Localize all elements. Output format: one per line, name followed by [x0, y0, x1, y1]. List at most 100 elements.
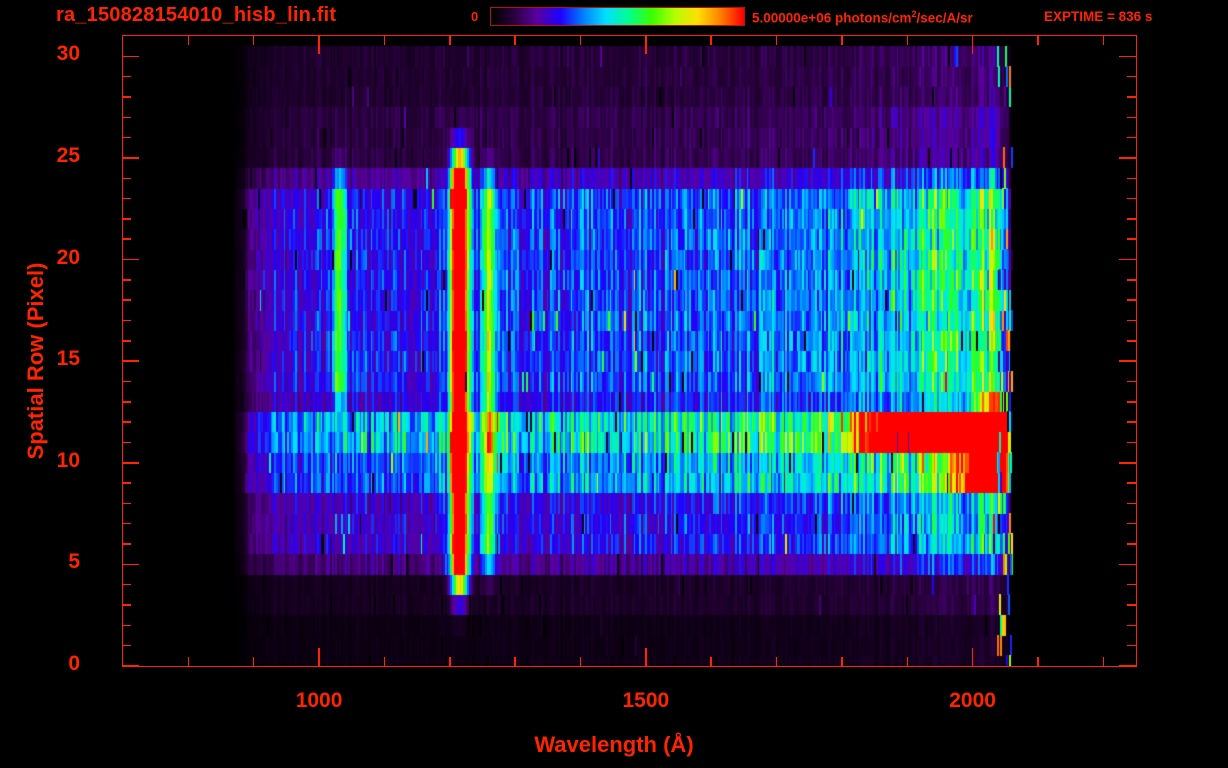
- y-tick-minor: [122, 218, 131, 220]
- y-tick-label: 25: [56, 143, 80, 167]
- x-tick-minor-top: [449, 35, 451, 45]
- x-tick-major-top: [971, 35, 974, 54]
- y-tick-minor-right: [1127, 218, 1136, 220]
- y-tick-label: 30: [56, 42, 80, 66]
- x-tick-minor: [383, 657, 386, 667]
- x-tick-minor: [514, 657, 516, 667]
- x-tick-minor-top: [514, 35, 516, 45]
- plot-frame: [122, 35, 1137, 667]
- y-tick-minor-right: [1127, 177, 1136, 179]
- y-tick-minor-right: [1127, 441, 1136, 444]
- y-tick-minor-right: [1127, 136, 1136, 139]
- x-tick-minor: [710, 657, 712, 667]
- y-tick-minor-right: [1127, 319, 1136, 322]
- y-tick-minor: [122, 380, 131, 383]
- x-tick-minor-top: [1102, 35, 1105, 45]
- x-tick-label: 1000: [295, 689, 343, 712]
- y-tick-minor: [122, 136, 131, 139]
- x-tick-minor-top: [1037, 35, 1039, 45]
- x-tick-label: 2000: [949, 689, 996, 712]
- y-tick-minor-right: [1127, 421, 1136, 423]
- y-tick-minor-right: [1127, 482, 1136, 484]
- y-tick-label: 0: [68, 652, 80, 675]
- y-tick-minor-right: [1127, 116, 1136, 119]
- y-tick-minor-right: [1127, 380, 1136, 383]
- y-tick-major-right: [1119, 55, 1136, 58]
- y-tick-minor: [122, 279, 131, 281]
- y-tick-minor-right: [1127, 279, 1136, 281]
- x-tick-minor: [252, 657, 255, 667]
- y-tick-major-right: [1119, 157, 1136, 159]
- y-tick-major: [122, 55, 139, 58]
- x-tick-minor-top: [383, 35, 386, 45]
- y-tick-major: [122, 462, 139, 464]
- colorbar-units-post: /sec/A/sr: [916, 10, 973, 26]
- y-tick-minor-right: [1127, 96, 1136, 98]
- y-tick-major: [122, 563, 139, 566]
- y-tick-minor-right: [1127, 299, 1136, 301]
- x-tick-minor: [1037, 657, 1039, 667]
- y-tick-minor-right: [1127, 75, 1136, 78]
- x-tick-minor: [449, 657, 451, 667]
- y-tick-minor: [122, 624, 131, 627]
- x-tick-major: [971, 648, 974, 667]
- exposure-time-label: EXPTIME = 836 s: [1044, 9, 1153, 24]
- x-tick-label: 1500: [622, 689, 670, 712]
- y-tick-minor: [122, 177, 131, 179]
- x-tick-minor-top: [710, 35, 712, 45]
- y-tick-minor-right: [1127, 197, 1136, 200]
- y-tick-minor-right: [1127, 583, 1136, 586]
- x-tick-major-top: [318, 35, 320, 54]
- y-tick-major-right: [1119, 665, 1136, 667]
- x-tick-minor-top: [775, 35, 778, 45]
- y-tick-minor-right: [1127, 624, 1136, 627]
- y-tick-major-right: [1119, 258, 1136, 261]
- y-tick-minor: [122, 96, 131, 98]
- y-tick-minor: [122, 319, 131, 322]
- y-tick-minor-right: [1127, 543, 1136, 545]
- x-tick-minor-top: [252, 35, 255, 45]
- y-tick-minor: [122, 522, 131, 525]
- y-tick-minor: [122, 583, 131, 586]
- y-tick-minor: [122, 75, 131, 78]
- x-tick-major-top: [645, 35, 647, 54]
- x-tick-minor: [841, 657, 843, 667]
- y-tick-minor-right: [1127, 238, 1136, 240]
- y-axis-title: Spatial Row (Pixel): [23, 262, 48, 460]
- y-tick-minor-right: [1127, 502, 1136, 505]
- y-tick-minor-right: [1127, 340, 1136, 342]
- x-tick-minor-top: [187, 35, 190, 45]
- colorbar-units-exponent: 2: [911, 9, 917, 19]
- y-tick-major: [122, 665, 139, 667]
- colorbar-max-value: 5.00000e+06: [752, 10, 832, 26]
- y-tick-minor-right: [1127, 401, 1136, 403]
- y-tick-major: [122, 157, 139, 159]
- y-tick-minor: [122, 401, 131, 403]
- y-tick-minor: [122, 238, 131, 240]
- y-tick-label: 15: [56, 347, 80, 371]
- x-tick-minor: [187, 657, 190, 667]
- spectrogram-image: [123, 36, 1136, 666]
- colorbar-max-label: 5.00000e+06 photons/cm2/sec/A/sr: [752, 9, 973, 26]
- colorbar-units-pre: photons/cm: [831, 10, 912, 26]
- y-tick-minor: [122, 197, 131, 200]
- y-tick-minor: [122, 543, 131, 545]
- y-tick-minor-right: [1127, 604, 1136, 606]
- y-tick-minor: [122, 482, 131, 484]
- y-tick-minor-right: [1127, 522, 1136, 525]
- x-tick-minor: [775, 657, 778, 667]
- x-tick-major: [645, 648, 647, 667]
- y-tick-minor: [122, 644, 131, 647]
- x-axis-title: Wavelength (Å): [534, 732, 694, 757]
- y-tick-label: 10: [56, 448, 80, 472]
- y-tick-minor: [122, 604, 131, 606]
- y-tick-minor: [122, 116, 131, 119]
- x-tick-minor: [906, 657, 908, 667]
- y-tick-minor: [122, 299, 131, 301]
- x-tick-minor-top: [906, 35, 908, 45]
- y-tick-minor: [122, 441, 131, 444]
- x-tick-minor: [579, 657, 582, 667]
- x-tick-minor: [1102, 657, 1105, 667]
- y-tick-minor: [122, 502, 131, 505]
